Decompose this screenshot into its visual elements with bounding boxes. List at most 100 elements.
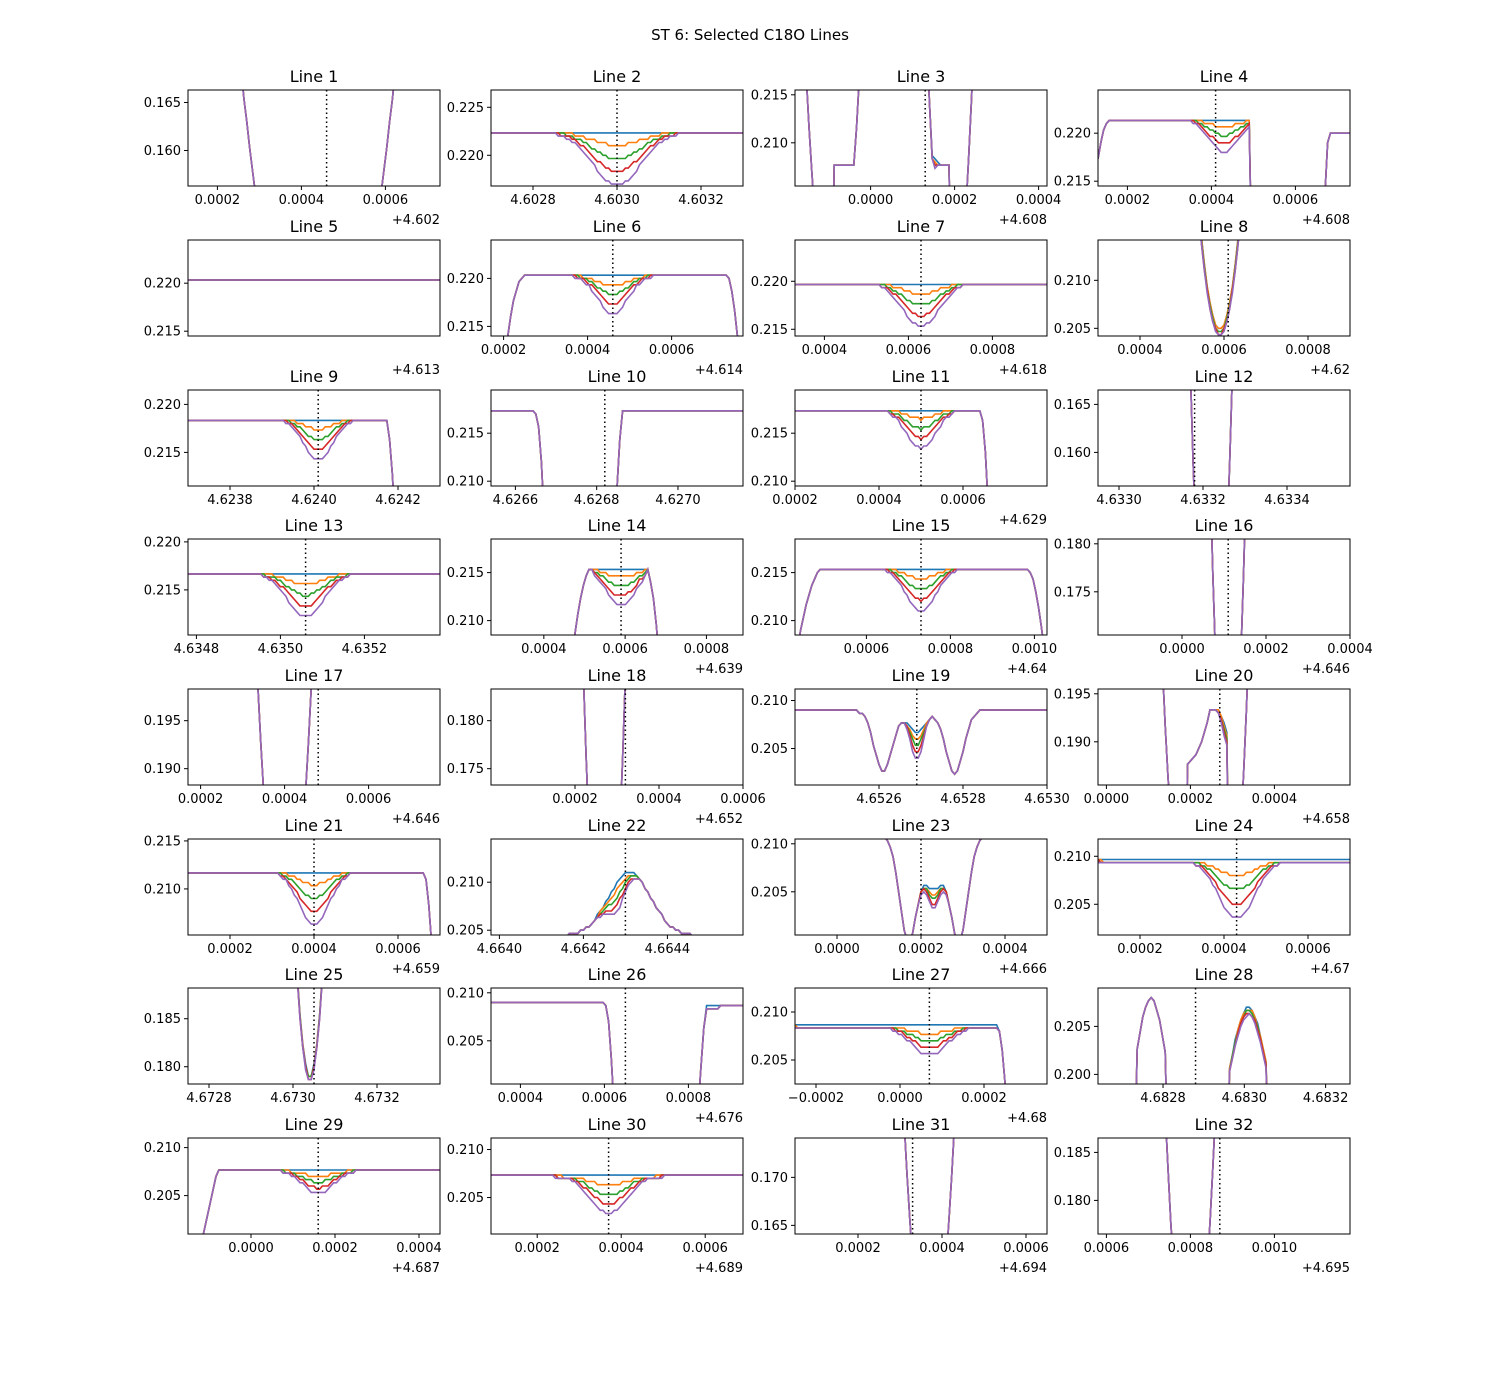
series-line: [1190, 390, 1233, 486]
y-tick-label: 0.180: [447, 714, 484, 729]
x-tick-label: 4.6642: [561, 942, 607, 957]
panel-title: Line 24: [1195, 816, 1254, 835]
x-offset-label: +4.687: [392, 1261, 440, 1276]
axes-frame: [794, 688, 1048, 786]
series-group: [1211, 539, 1246, 635]
y-tick-label: 0.225: [447, 101, 484, 116]
series-group: [884, 839, 983, 935]
series-line: [202, 1169, 440, 1234]
panel-title: Line 25: [285, 965, 344, 984]
series-group: [1200, 240, 1240, 336]
panel: Line 6 0.0002 0.0004 0.0006+4.614 0.215 0.220: [447, 217, 744, 378]
series-line: [491, 1174, 743, 1205]
series-line: [583, 689, 626, 785]
x-tick-label: 0.0004: [1327, 642, 1373, 657]
panel-title: Line 26: [588, 965, 647, 984]
series-line: [583, 689, 626, 785]
x-tick-label: 0.0010: [1252, 1241, 1298, 1256]
y-tick-label: 0.210: [447, 986, 484, 1001]
y-tick-label: 0.215: [1054, 175, 1091, 190]
y-tick-label: 0.180: [144, 1060, 181, 1075]
axes-frame: [1097, 987, 1351, 1085]
x-offset-label: +4.608: [999, 213, 1047, 228]
y-tick-label: 0.210: [1054, 274, 1091, 289]
y-tick-label: 0.215: [751, 427, 788, 442]
panel: Line 21 0.0002 0.0004 0.0006 +4.659 0.210 0.21…: [144, 816, 441, 977]
series-group: [188, 419, 394, 486]
x-offset-label: +4.659: [392, 962, 440, 977]
x-tick-label: 0.0006: [1273, 193, 1319, 208]
series-line: [491, 1174, 743, 1215]
series-line: [506, 274, 739, 336]
series-line: [491, 410, 743, 486]
panel: Line 32 0.0006 0.0008 0.0010 +4.695 0.180 0.18…: [1054, 1115, 1351, 1276]
series-line: [566, 871, 693, 935]
y-tick-label: 0.165: [751, 1219, 788, 1234]
x-tick-label: 0.0004: [1201, 942, 1247, 957]
x-tick-label: 0.0004: [982, 942, 1028, 957]
x-tick-label: 4.6352: [342, 642, 388, 657]
x-tick-label: 0.0000: [848, 193, 894, 208]
y-tick-label: 0.190: [1054, 735, 1091, 750]
y-tick-label: 0.210: [447, 614, 484, 629]
x-tick-label: 4.6728: [186, 1091, 232, 1106]
panel-title: Line 30: [588, 1115, 647, 1134]
axes-frame: [1097, 1137, 1351, 1235]
panel: Line 16 0.0000 0.0002 0.0004 +4.646 0.175 0.18…: [1054, 516, 1373, 677]
x-offset-label: +4.658: [1302, 812, 1350, 827]
x-tick-label: 0.0006: [844, 642, 890, 657]
panel-title: Line 6: [593, 217, 642, 236]
panel: Line 2 4.6028 4.6030 4.6032 0.220 0.225: [447, 67, 744, 208]
axes-frame: [187, 538, 441, 636]
x-tick-label: 0.0006: [886, 343, 932, 358]
x-offset-label: +4.689: [695, 1261, 743, 1276]
series-line: [884, 839, 983, 935]
panel-title: Line 32: [1195, 1115, 1254, 1134]
y-tick-label: 0.215: [144, 446, 181, 461]
series-line: [795, 1027, 1006, 1084]
x-offset-label: +4.694: [999, 1261, 1047, 1276]
x-tick-label: 4.6640: [477, 942, 523, 957]
series-line: [188, 419, 394, 486]
x-offset-label: +4.646: [1302, 662, 1350, 677]
series-line: [884, 839, 983, 935]
series-group: [188, 573, 440, 617]
y-tick-label: 0.205: [447, 1191, 484, 1206]
x-tick-label: 0.0006: [1285, 942, 1331, 957]
x-tick-label: 0.0002: [961, 1091, 1007, 1106]
panel: Line 1 0.0002 0.0004 0.0006 +4.602 0.160 0.165: [144, 67, 441, 228]
axes-frame: [187, 987, 441, 1085]
series-line: [1162, 689, 1248, 785]
y-tick-label: 0.205: [1054, 1020, 1091, 1035]
x-tick-label: 0.0002: [932, 193, 978, 208]
series-line: [1211, 539, 1246, 635]
panel: Line 31 0.0002 0.0004 0.0006 +4.694 0.165 0.17…: [751, 1115, 1049, 1276]
x-tick-label: 0.0004: [856, 493, 902, 508]
panel-title: Line 15: [892, 516, 951, 535]
x-tick-label: 4.6266: [493, 493, 539, 508]
panel-title: Line 8: [1200, 217, 1249, 236]
x-tick-label: 0.0000: [814, 942, 860, 957]
series-line: [884, 839, 983, 935]
series-group: [491, 1001, 743, 1084]
x-tick-label: 4.6644: [645, 942, 691, 957]
series-group: [1098, 858, 1350, 918]
panel: Line 7 0.0004 0.0006 0.0008 +4.618 0.215 0.220: [751, 217, 1048, 378]
series-line: [1190, 390, 1233, 486]
panel: Line 24 0.0002 0.0004 0.0006 +4.67 0.205 0.210: [1054, 816, 1351, 977]
x-tick-label: 0.0004: [1189, 193, 1235, 208]
x-offset-label: +4.602: [392, 213, 440, 228]
panel-title: Line 11: [892, 367, 951, 386]
panel-title: Line 3: [897, 67, 946, 86]
panel-title: Line 28: [1195, 965, 1254, 984]
x-tick-label: 4.6732: [354, 1091, 400, 1106]
axes-frame: [1097, 838, 1351, 936]
y-tick-label: 0.220: [144, 398, 181, 413]
series-line: [566, 875, 693, 935]
y-tick-label: 0.205: [144, 1189, 181, 1204]
x-tick-label: 4.6530: [1024, 792, 1070, 807]
x-tick-label: 0.0008: [684, 642, 730, 657]
x-tick-label: 0.0002: [552, 792, 598, 807]
y-tick-label: 0.165: [1054, 398, 1091, 413]
y-tick-label: 0.215: [447, 427, 484, 442]
